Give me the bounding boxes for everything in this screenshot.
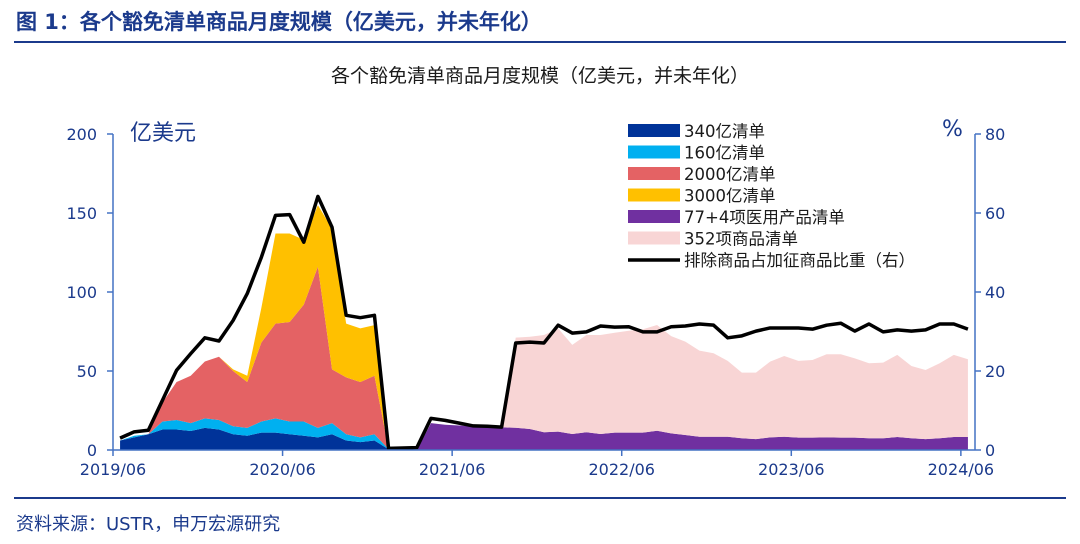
x-tick-label: 2023/06 [758, 460, 824, 479]
legend-label: 160亿清单 [684, 144, 765, 163]
legend-label: 77+4项医用产品清单 [684, 208, 845, 227]
area-series-5 [120, 205, 968, 450]
left-tick-label: 200 [66, 125, 97, 144]
right-tick-label: 40 [985, 283, 1005, 302]
legend: 340亿清单 160亿清单 2000亿清单 3000亿清单 77+4项医用产品清单 352… [628, 122, 915, 270]
source-note: 资料来源：USTR，申万宏源研究 [16, 514, 281, 535]
figure-title: 图 1：各个豁免清单商品月度规模（亿美元，并未年化） [16, 10, 542, 34]
left-axis-unit: 亿美元 [130, 121, 196, 146]
footer-rule [14, 497, 1066, 499]
left-tick-label: 50 [77, 362, 97, 381]
legend-swatch [628, 124, 680, 137]
title-rule [14, 41, 1066, 43]
legend-label: 340亿清单 [684, 122, 765, 141]
share-line [119, 194, 969, 451]
legend-label: 2000亿清单 [684, 165, 776, 184]
left-tick-label: 150 [66, 204, 97, 223]
legend-swatch [628, 210, 680, 223]
area-series-2 [120, 266, 968, 450]
legend-label: 排除商品占加征商品比重（右） [684, 251, 915, 270]
x-tick-label: 2024/06 [928, 460, 994, 479]
right-tick-label: 0 [985, 441, 995, 460]
area-series-3 [120, 205, 968, 450]
left-tick-label: 100 [66, 283, 97, 302]
legend-swatch [628, 145, 680, 159]
chart-title: 各个豁免清单商品月度规模（亿美元，并未年化） [331, 65, 749, 87]
x-tick-label: 2021/06 [419, 460, 485, 479]
legend-swatch [628, 167, 680, 180]
area-series-1 [120, 418, 968, 450]
legend-label: 3000亿清单 [684, 187, 776, 206]
right-tick-label: 80 [985, 125, 1005, 144]
area-series-0 [120, 427, 968, 450]
x-tick-label: 2019/06 [80, 460, 146, 479]
x-tick-label: 2020/06 [249, 460, 315, 479]
x-tick-label: 2022/06 [588, 460, 654, 479]
legend-swatch [628, 188, 680, 202]
legend-swatch [628, 231, 680, 245]
legend-label: 352项商品清单 [684, 230, 798, 249]
right-tick-label: 20 [985, 362, 1005, 381]
right-axis-unit: % [942, 117, 963, 142]
left-tick-label: 0 [87, 441, 97, 460]
right-tick-label: 60 [985, 204, 1005, 223]
